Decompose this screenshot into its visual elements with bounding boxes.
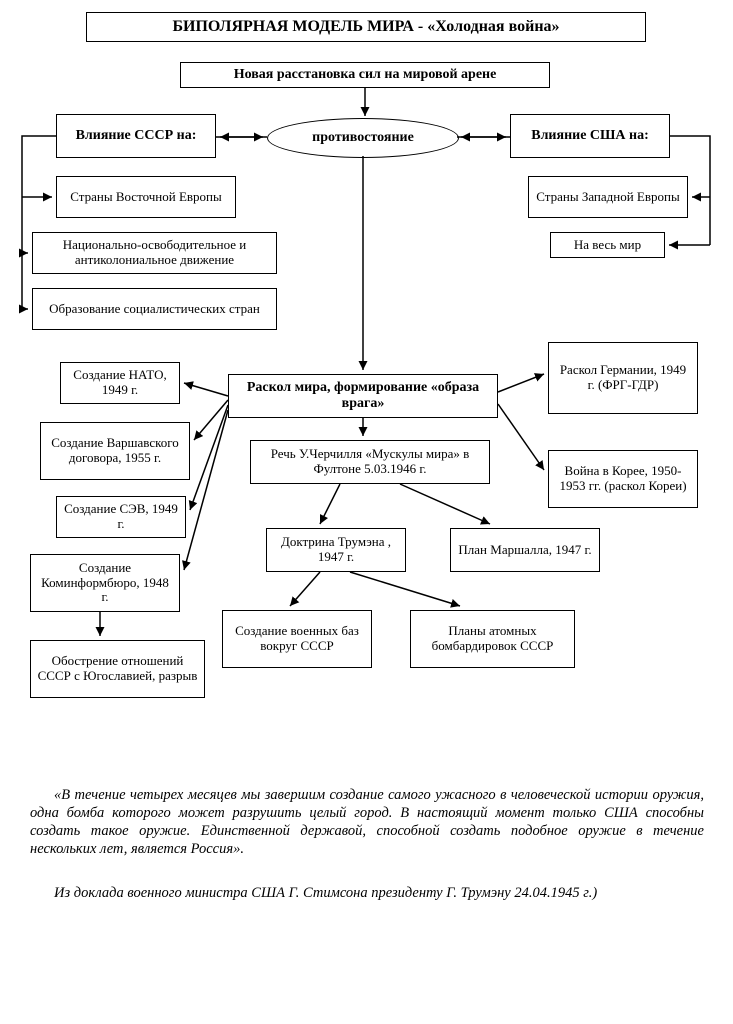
- left-box-2-text: Создание СЭВ, 1949 г.: [63, 502, 179, 532]
- bottom-1-text: Планы атомных бомбардировок СССР: [417, 624, 568, 654]
- left-box-1-text: Создание Варшавского договора, 1955 г.: [47, 436, 183, 466]
- bottom-1: Планы атомных бомбардировок СССР: [410, 610, 575, 668]
- left-box-4: Обострение отношений СССР с Югославией, …: [30, 640, 205, 698]
- right-box-1: Война в Корее, 1950-1953 гг. (раскол Кор…: [548, 450, 698, 508]
- speech-text: Речь У.Черчилля «Мускулы мира» в Фултоне…: [257, 447, 483, 477]
- subtitle-box: Новая расстановка сил на мировой арене: [180, 62, 550, 88]
- left-box-3-text: Создание Коминформбюро, 1948 г.: [37, 561, 173, 606]
- left-box-2: Создание СЭВ, 1949 г.: [56, 496, 186, 538]
- confrontation-ellipse: противостояние: [267, 118, 459, 158]
- doctrine-0-text: Доктрина Трумэна , 1947 г.: [273, 535, 399, 565]
- quote-block: «В течение четырех месяцев мы завершим с…: [30, 786, 704, 859]
- right-box-0-text: Раскол Германии, 1949 г. (ФРГ-ГДР): [555, 363, 691, 393]
- ussr-head-text: Влияние СССР на:: [76, 128, 197, 144]
- bottom-0-text: Создание военных баз вокруг СССР: [229, 624, 365, 654]
- right-box-0: Раскол Германии, 1949 г. (ФРГ-ГДР): [548, 342, 698, 414]
- usa-item-0: Страны Западной Европы: [528, 176, 688, 218]
- right-box-1-text: Война в Корее, 1950-1953 гг. (раскол Кор…: [555, 464, 691, 494]
- doctrine-1: План Маршалла, 1947 г.: [450, 528, 600, 572]
- subtitle: Новая расстановка сил на мировой арене: [234, 67, 497, 83]
- confrontation: противостояние: [312, 130, 414, 146]
- left-box-3: Создание Коминформбюро, 1948 г.: [30, 554, 180, 612]
- quote-text: «В течение четырех месяцев мы завершим с…: [30, 787, 704, 857]
- ussr-item-1-text: Национально-освободительное и антиколони…: [39, 238, 270, 268]
- left-box-0-text: Создание НАТО, 1949 г.: [67, 368, 173, 398]
- title-box: БИПОЛЯРНАЯ МОДЕЛЬ МИРА - «Холодная война…: [86, 12, 646, 42]
- left-box-1: Создание Варшавского договора, 1955 г.: [40, 422, 190, 480]
- left-box-0: Создание НАТО, 1949 г.: [60, 362, 180, 404]
- left-box-4-text: Обострение отношений СССР с Югославией, …: [37, 654, 198, 684]
- doctrine-0: Доктрина Трумэна , 1947 г.: [266, 528, 406, 572]
- ussr-item-2: Образование социалистических стран: [32, 288, 277, 330]
- cite-block: Из доклада военного министра США Г. Стим…: [30, 884, 704, 902]
- usa-item-1-text: На весь мир: [574, 238, 641, 253]
- split: Раскол мира, формирование «образа врага»: [235, 380, 491, 412]
- split-box: Раскол мира, формирование «образа врага»: [228, 374, 498, 418]
- doctrine-1-text: План Маршалла, 1947 г.: [458, 543, 591, 558]
- speech-box: Речь У.Черчилля «Мускулы мира» в Фултоне…: [250, 440, 490, 484]
- cite-text: Из доклада военного министра США Г. Стим…: [54, 885, 597, 901]
- ussr-head: Влияние СССР на:: [56, 114, 216, 158]
- title: БИПОЛЯРНАЯ МОДЕЛЬ МИРА - «Холодная война…: [172, 18, 559, 36]
- bottom-0: Создание военных баз вокруг СССР: [222, 610, 372, 668]
- usa-item-1: На весь мир: [550, 232, 665, 258]
- usa-head: Влияние США на:: [510, 114, 670, 158]
- page: БИПОЛЯРНАЯ МОДЕЛЬ МИРА - «Холодная война…: [0, 0, 733, 1024]
- ussr-item-0-text: Страны Восточной Европы: [70, 190, 221, 205]
- ussr-item-2-text: Образование социалистических стран: [49, 302, 260, 317]
- ussr-item-0: Страны Восточной Европы: [56, 176, 236, 218]
- usa-item-0-text: Страны Западной Европы: [536, 190, 679, 205]
- ussr-item-1: Национально-освободительное и антиколони…: [32, 232, 277, 274]
- usa-head-text: Влияние США на:: [531, 128, 649, 144]
